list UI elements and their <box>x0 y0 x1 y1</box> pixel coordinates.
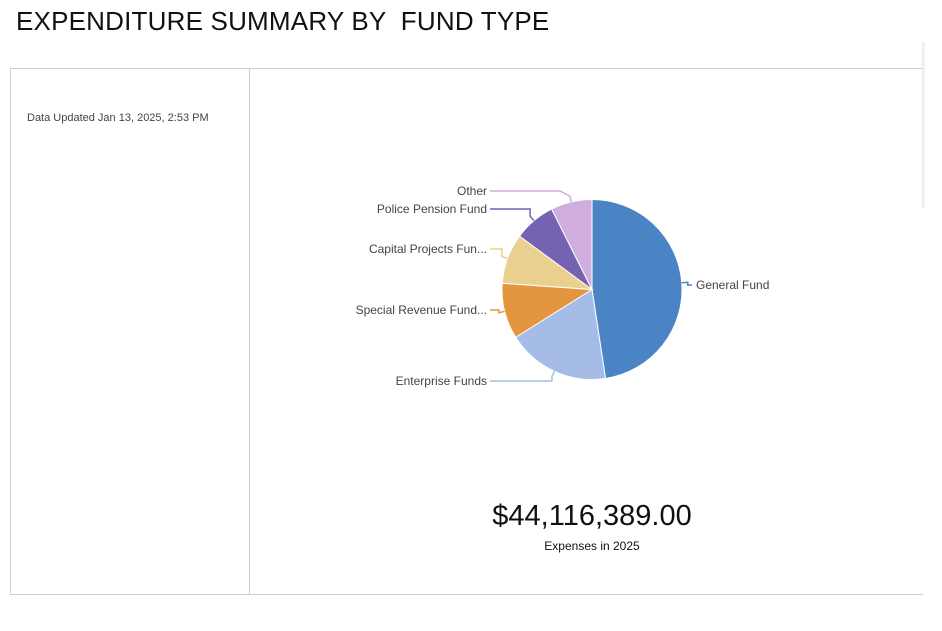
leader-line <box>490 208 535 222</box>
page-title: EXPENDITURE SUMMARY BY FUND TYPE <box>16 6 550 36</box>
scroll-edge-shadow <box>922 42 926 208</box>
leader-line <box>490 190 572 203</box>
total-expenses-caption: Expenses in 2025 <box>544 539 640 553</box>
leader-line <box>681 281 692 286</box>
content-panel <box>10 68 923 595</box>
leader-line <box>490 370 556 382</box>
slice-label: Enterprise Funds <box>396 374 487 388</box>
slice-label: Special Revenue Fund... <box>356 303 487 317</box>
slice-label: Other <box>457 184 487 198</box>
data-updated-label: Data Updated Jan 13, 2025, 2:53 PM <box>27 112 209 124</box>
left-sidebar-panel: Data Updated Jan 13, 2025, 2:53 PM <box>10 68 250 595</box>
leader-line <box>490 248 508 260</box>
pie-slice[interactable] <box>591 198 683 380</box>
slice-label: General Fund <box>696 278 769 292</box>
slice-label: Police Pension Fund <box>377 202 487 216</box>
leader-line <box>490 309 505 314</box>
slice-label: Capital Projects Fun... <box>369 242 487 256</box>
total-expenses-value: $44,116,389.00 <box>492 500 692 532</box>
